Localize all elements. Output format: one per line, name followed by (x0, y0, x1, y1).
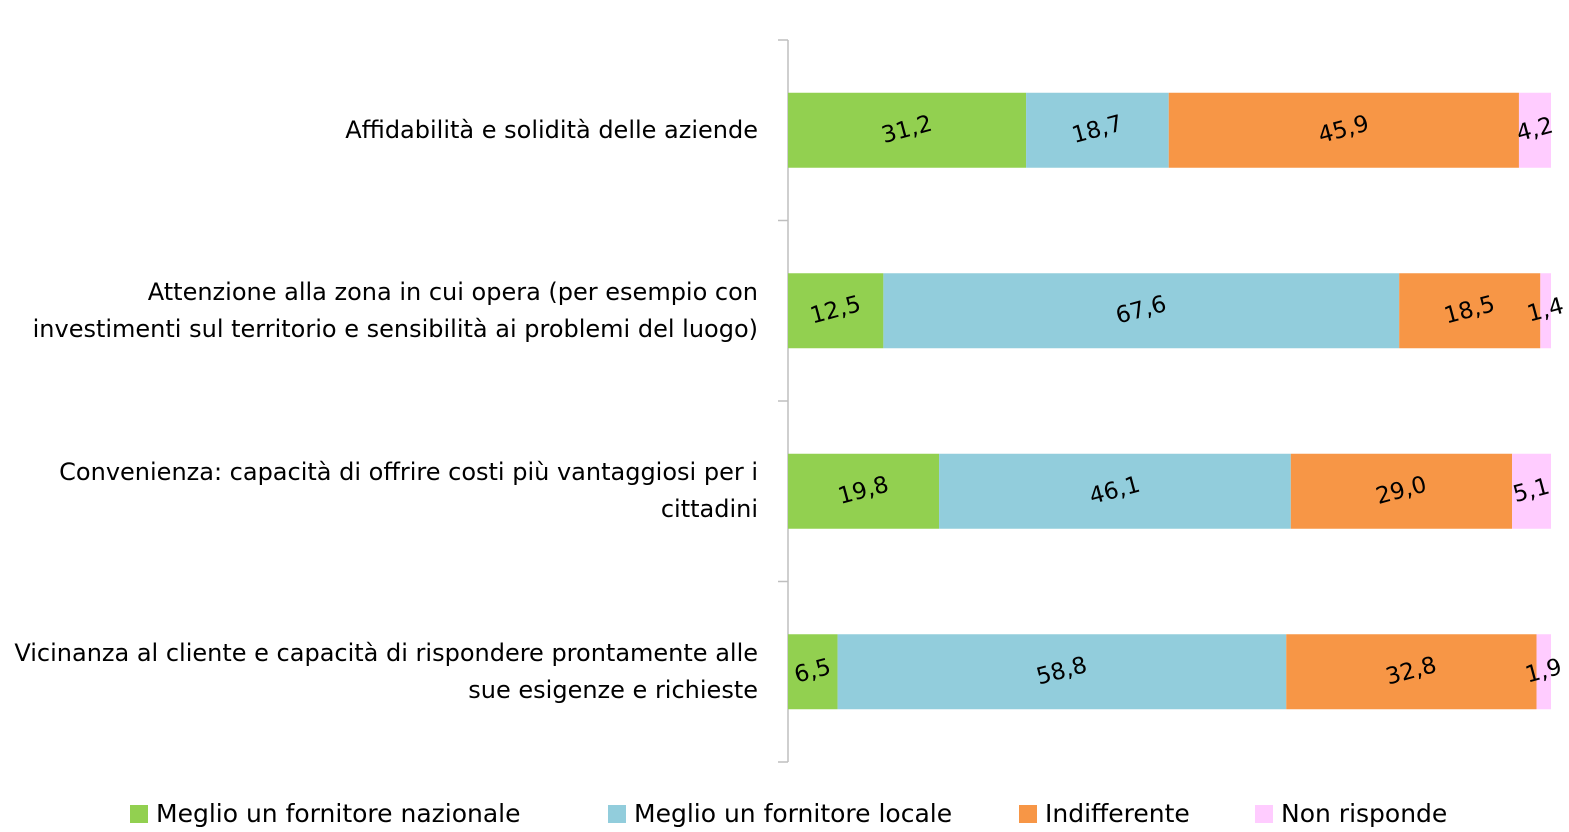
legend-swatch (130, 805, 148, 823)
bar-segment (1518, 92, 1551, 168)
legend-swatch (608, 805, 626, 823)
legend-swatch (1019, 805, 1037, 823)
bar-segment (788, 634, 838, 710)
bar-segment (939, 453, 1291, 529)
y-tick-label: Affidabilità e solidità delle aziende (345, 115, 758, 144)
legend-label: Meglio un fornitore nazionale (156, 799, 521, 828)
bar-segment (1399, 273, 1541, 349)
bar-segment (1540, 273, 1551, 349)
bar-segment (1290, 453, 1513, 529)
legend-label: Indifferente (1045, 799, 1190, 828)
y-tick-label: Attenzione alla zona in cui opera (per e… (32, 277, 758, 343)
bar-segment (788, 273, 884, 349)
legend-label: Meglio un fornitore locale (634, 799, 952, 828)
bar-segment (788, 453, 940, 529)
y-tick-label: Vicinanza al cliente e capacità di rispo… (14, 638, 758, 704)
bar-segment (883, 273, 1400, 349)
legend-swatch (1255, 805, 1273, 823)
bar-segment (1286, 634, 1537, 710)
legend-label: Non risponde (1281, 799, 1447, 828)
bar-segment (1168, 92, 1519, 168)
bar-segment (1536, 634, 1551, 710)
bar-segment (788, 92, 1027, 168)
y-tick-label: Convenienza: capacità di offrire costi p… (59, 458, 758, 524)
bar-segment (1512, 453, 1551, 529)
bar-segment (1026, 92, 1169, 168)
bar-segment (837, 634, 1287, 710)
